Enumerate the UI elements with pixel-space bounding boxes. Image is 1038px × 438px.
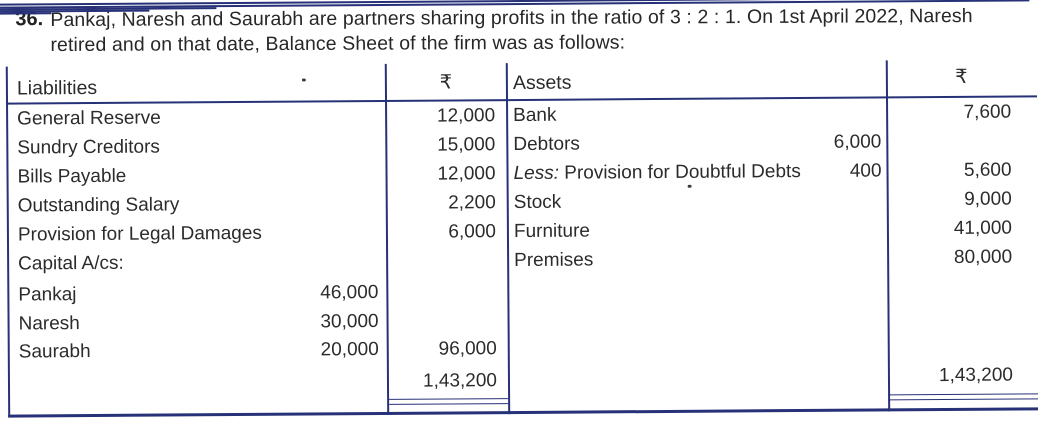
liability-label: Sundry Creditors — [17, 136, 160, 159]
liability-label: Pankaj — [18, 284, 77, 306]
asset-amount: 9,000 — [964, 188, 1012, 210]
less-prefix: Less: — [513, 162, 560, 185]
assets-total: 1,43,200 — [938, 364, 1014, 387]
liabilities-total: 1,43,200 — [422, 370, 498, 392]
assets-total-double-rule — [888, 393, 1038, 401]
liability-label: Outstanding Salary — [17, 194, 180, 217]
liability-sub-amount: 30,000 — [320, 310, 379, 333]
liability-label: General Reserve — [17, 107, 161, 130]
asset-amount: 80,000 — [953, 246, 1013, 268]
liability-label: Provision for Legal Damages — [17, 222, 262, 246]
assets-rupee-header: ₹ — [955, 65, 968, 88]
asset-sub-amount: 400 — [849, 160, 882, 182]
asset-label: Furniture — [513, 220, 591, 243]
asset-label: Premises — [514, 249, 594, 272]
asset-label: Stock — [513, 191, 562, 214]
liabilities-rupee-header: ₹ — [439, 71, 453, 94]
liability-label: Capital A/cs: — [18, 252, 124, 275]
provision-underline — [0, 12, 52, 15]
table-left-border — [5, 66, 11, 418]
liabilities-column-header: Liabilities — [16, 76, 98, 100]
asset-label-text: Provision for Doubtful Debts — [558, 161, 801, 184]
liability-amount: 12,000 — [436, 105, 496, 127]
asset-amount: 5,600 — [963, 159, 1012, 181]
liability-label: Naresh — [18, 313, 80, 335]
liability-amount: 15,000 — [437, 134, 496, 156]
table-bottom-border — [8, 407, 1038, 418]
liability-label: Saurabh — [18, 340, 91, 363]
liabilities-total-double-rule — [389, 398, 509, 405]
center-divider — [505, 63, 511, 415]
liability-label: Bills Payable — [17, 165, 127, 188]
asset-amount: 7,600 — [963, 101, 1012, 123]
asset-amount: 41,000 — [953, 217, 1012, 239]
assets-column-header: Assets — [512, 71, 572, 95]
liability-amount: 12,000 — [437, 163, 496, 185]
scan-artifact-dot — [301, 78, 306, 82]
asset-sub-amount: 6,000 — [833, 131, 882, 153]
liability-sub-amount: 46,000 — [320, 281, 379, 304]
liability-amount: 96,000 — [438, 338, 497, 360]
liability-sub-amount: 20,000 — [320, 338, 379, 361]
liability-amount: 2,200 — [448, 192, 496, 214]
asset-label: Bank — [513, 104, 557, 127]
assets-amount-divider — [885, 60, 891, 412]
liability-amount: 6,000 — [448, 221, 497, 243]
